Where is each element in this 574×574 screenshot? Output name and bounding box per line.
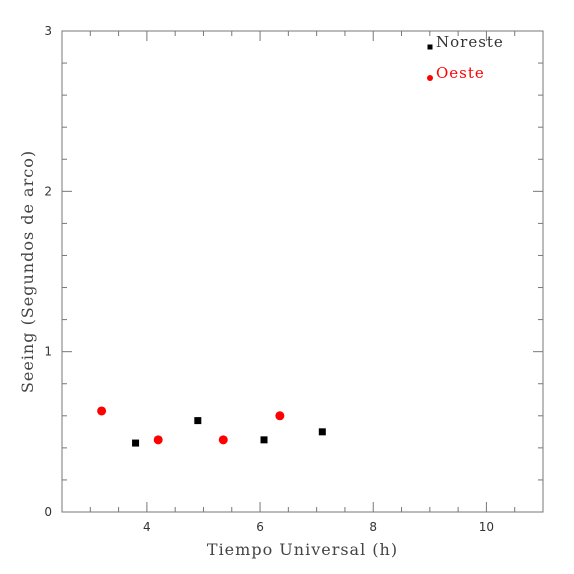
- plot-frame: [61, 30, 544, 513]
- y-tick-label: 0: [44, 505, 52, 519]
- data-point-oeste: [218, 435, 228, 445]
- axes: [61, 30, 544, 513]
- data-point-noreste: [194, 417, 202, 425]
- x-tick-label: 10: [479, 520, 494, 534]
- x-tick-label: 4: [143, 520, 151, 534]
- data-point-oeste: [97, 406, 107, 416]
- legend-label-oeste: Oeste: [436, 64, 485, 82]
- legend-marker-oeste: [427, 75, 433, 81]
- data-point-oeste: [153, 435, 163, 445]
- x-axis-title: Tiempo Universal (h): [207, 540, 398, 559]
- data-points: [97, 406, 326, 447]
- y-tick-label: 2: [44, 184, 52, 198]
- legend: Noreste Oeste: [427, 33, 504, 82]
- legend-label-noreste: Noreste: [436, 33, 504, 51]
- y-tick-label: 3: [44, 24, 52, 38]
- data-point-noreste: [260, 436, 268, 444]
- ticks: 4 6 8 10 0 1 2 3: [44, 24, 544, 534]
- data-point-noreste: [132, 439, 140, 447]
- data-point-oeste: [275, 411, 285, 421]
- y-tick-label: 1: [44, 345, 52, 359]
- legend-marker-noreste: [427, 44, 433, 50]
- data-point-noreste: [318, 428, 326, 436]
- x-tick-label: 6: [256, 520, 264, 534]
- y-axis-title: Seeing (Segundos de arco): [18, 150, 37, 393]
- x-tick-label: 8: [369, 520, 377, 534]
